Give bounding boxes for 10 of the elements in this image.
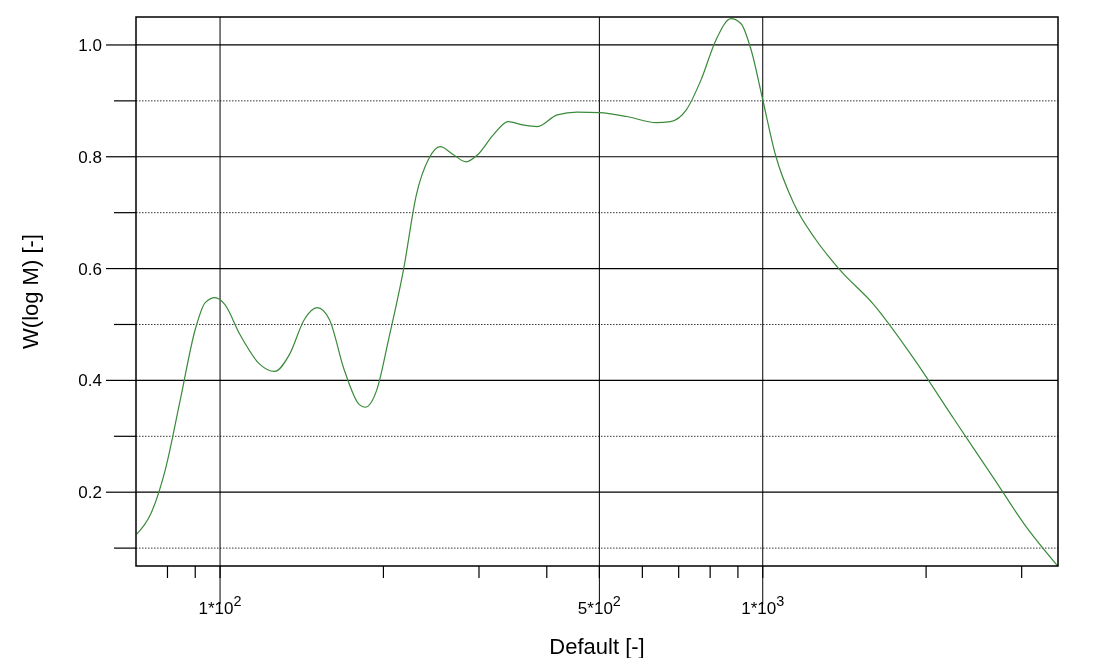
x-tick-label: 1*10$^{3}$ xyxy=(741,593,785,618)
y-tick-label: 0.2 xyxy=(78,483,102,503)
x-axis-title: Default [-] xyxy=(549,634,645,659)
y-tick-label: 0.6 xyxy=(78,259,102,279)
y-axis-title: W(log M) [-] xyxy=(18,234,43,349)
x-tick-label: 5*10$^{2}$ xyxy=(577,593,621,618)
y-tick-label: 1.0 xyxy=(78,35,102,55)
y-tick-label: 0.4 xyxy=(78,371,102,391)
y-tick-label: 0.8 xyxy=(78,147,102,167)
x-tick-label: 1*10$^{2}$ xyxy=(198,593,242,618)
